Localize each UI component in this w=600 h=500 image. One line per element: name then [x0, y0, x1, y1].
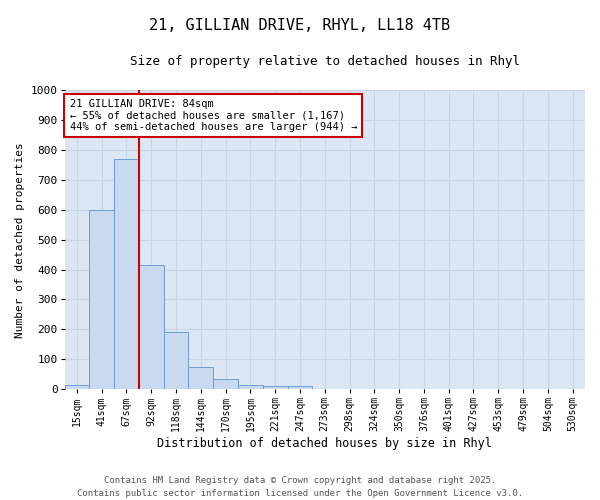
Text: Contains HM Land Registry data © Crown copyright and database right 2025.
Contai: Contains HM Land Registry data © Crown c…	[77, 476, 523, 498]
Bar	[188, 367, 213, 389]
Bar	[263, 386, 287, 389]
Bar	[238, 385, 263, 389]
Bar	[139, 265, 164, 389]
Bar	[164, 332, 188, 389]
Bar	[65, 385, 89, 389]
Bar	[89, 210, 114, 389]
Bar	[114, 159, 139, 389]
Text: 21 GILLIAN DRIVE: 84sqm
← 55% of detached houses are smaller (1,167)
44% of semi: 21 GILLIAN DRIVE: 84sqm ← 55% of detache…	[70, 99, 357, 132]
X-axis label: Distribution of detached houses by size in Rhyl: Distribution of detached houses by size …	[157, 437, 492, 450]
Title: Size of property relative to detached houses in Rhyl: Size of property relative to detached ho…	[130, 55, 520, 68]
Bar	[287, 386, 313, 389]
Bar	[213, 379, 238, 389]
Y-axis label: Number of detached properties: Number of detached properties	[15, 142, 25, 338]
Text: 21, GILLIAN DRIVE, RHYL, LL18 4TB: 21, GILLIAN DRIVE, RHYL, LL18 4TB	[149, 18, 451, 32]
